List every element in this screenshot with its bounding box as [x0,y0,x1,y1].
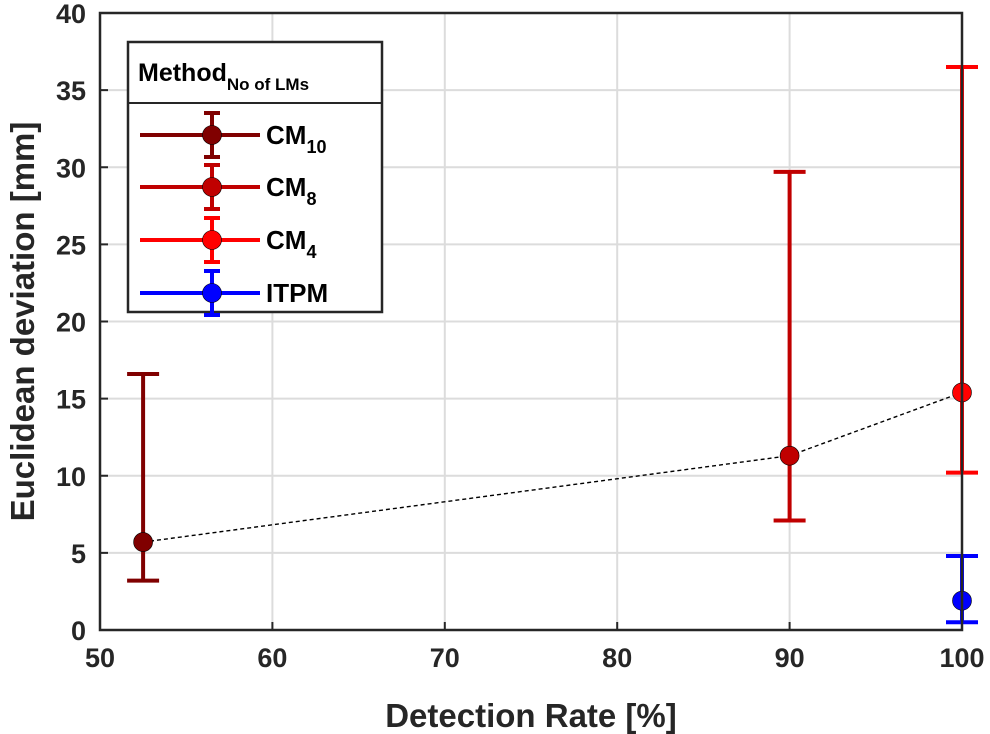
data-point [133,532,153,552]
y-tick-label: 5 [71,539,86,569]
legend-entry-itpm: ITPM [140,269,328,317]
trend-line [143,391,963,543]
y-tick-label: 30 [56,153,86,183]
data-point [779,445,800,466]
y-tick-label: 15 [56,385,86,415]
legend-entry-cm10: CM10 [140,111,326,159]
x-tick-label: 100 [939,643,984,673]
y-tick-label: 25 [56,230,86,260]
legend-marker [202,230,222,250]
legend-marker [202,125,222,145]
x-tick-label: 90 [775,643,805,673]
legend-marker [202,283,222,303]
legend-label: CM4 [266,225,316,262]
x-tick-label: 60 [257,643,287,673]
y-axis-label: Euclidean deviation [mm] [4,122,41,522]
tick-labels: 50 60 70 80 90 100 0 5 10 15 20 25 30 35 40 [56,0,985,673]
y-tick-label: 20 [56,308,86,338]
y-tick-label: 40 [56,0,86,29]
legend: MethodNo of LMs CM10 CM8 CM4 ITPM [126,40,384,317]
legend-entry-cm4: CM4 [140,216,316,264]
series-cm10 [127,371,160,583]
series-cm8 [773,169,806,523]
x-axis-label: Detection Rate [%] [385,697,677,734]
trend-line-group [143,391,963,543]
y-tick-label: 35 [56,76,86,106]
y-tick-label: 0 [71,616,86,646]
legend-label: CM8 [266,172,316,209]
legend-title: MethodNo of LMs [138,59,309,94]
legend-marker [202,177,222,197]
x-tick-label: 70 [430,643,460,673]
legend-label: CM10 [266,120,326,157]
x-tick-label: 50 [85,643,115,673]
legend-box [126,40,384,314]
x-tick-label: 80 [602,643,632,673]
legend-entry-cm8: CM8 [140,163,316,211]
y-tick-label: 10 [56,462,86,492]
legend-label: ITPM [266,278,328,308]
